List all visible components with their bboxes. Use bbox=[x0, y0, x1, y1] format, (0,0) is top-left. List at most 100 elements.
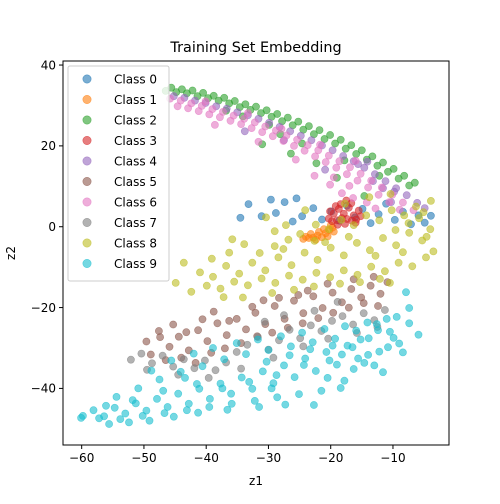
data-point bbox=[179, 258, 188, 267]
y-tick-label: −40 bbox=[31, 382, 56, 396]
data-point bbox=[158, 351, 167, 360]
data-point bbox=[182, 406, 191, 415]
legend-item-class-1: Class 1 bbox=[82, 93, 157, 107]
data-point bbox=[243, 340, 252, 349]
y-tick-label: 20 bbox=[41, 139, 56, 153]
data-point bbox=[398, 348, 407, 357]
data-point bbox=[349, 365, 358, 373]
data-point bbox=[312, 159, 321, 168]
data-point bbox=[339, 152, 348, 160]
data-point bbox=[223, 405, 232, 414]
data-point bbox=[281, 221, 290, 229]
data-point bbox=[419, 208, 428, 217]
data-point bbox=[356, 335, 365, 344]
data-point bbox=[339, 251, 348, 260]
data-point bbox=[201, 97, 210, 106]
data-point bbox=[306, 321, 315, 330]
data-point bbox=[220, 344, 229, 353]
x-tick-label: −10 bbox=[380, 451, 405, 465]
data-point bbox=[370, 361, 379, 370]
data-point bbox=[312, 268, 321, 277]
data-point bbox=[169, 412, 178, 421]
data-point bbox=[336, 279, 344, 288]
data-point bbox=[280, 311, 288, 320]
data-point bbox=[128, 396, 137, 404]
data-point bbox=[159, 386, 168, 395]
data-point bbox=[292, 194, 301, 203]
data-point bbox=[204, 373, 213, 382]
series-class-7 bbox=[126, 297, 389, 382]
data-point bbox=[160, 409, 169, 417]
data-point bbox=[258, 367, 267, 376]
legend-item-class-2: Class 2 bbox=[82, 113, 157, 127]
legend-marker bbox=[82, 136, 92, 146]
data-point bbox=[347, 285, 356, 293]
data-point bbox=[375, 274, 384, 283]
data-point bbox=[232, 314, 241, 323]
data-point bbox=[328, 316, 336, 325]
legend-label: Class 6 bbox=[114, 195, 157, 209]
data-point bbox=[331, 334, 339, 343]
data-point bbox=[199, 89, 207, 97]
data-point bbox=[232, 339, 241, 347]
data-point bbox=[287, 261, 296, 269]
data-point bbox=[309, 401, 318, 409]
data-point bbox=[299, 342, 308, 351]
legend-marker bbox=[82, 74, 92, 84]
data-point bbox=[337, 350, 346, 359]
data-point bbox=[349, 194, 357, 202]
data-point bbox=[321, 238, 329, 246]
data-point bbox=[266, 195, 275, 204]
data-point bbox=[237, 373, 246, 382]
data-point bbox=[285, 271, 293, 280]
data-point bbox=[190, 364, 199, 373]
data-point bbox=[198, 362, 207, 371]
legend-box bbox=[67, 65, 170, 282]
data-point bbox=[215, 113, 224, 122]
data-point bbox=[245, 377, 254, 386]
data-point bbox=[242, 325, 250, 334]
data-point bbox=[389, 164, 398, 173]
data-point bbox=[262, 357, 271, 366]
data-point bbox=[288, 217, 297, 226]
data-point bbox=[341, 199, 349, 208]
data-point bbox=[382, 314, 391, 323]
data-point bbox=[367, 176, 376, 185]
data-point bbox=[232, 348, 241, 356]
data-point bbox=[299, 361, 308, 369]
data-point bbox=[356, 278, 364, 286]
data-point bbox=[344, 232, 353, 241]
data-point bbox=[356, 169, 365, 178]
data-point bbox=[349, 320, 357, 329]
data-point bbox=[196, 268, 204, 277]
data-point bbox=[379, 368, 387, 377]
data-point bbox=[213, 319, 222, 328]
data-point bbox=[366, 219, 375, 227]
data-point bbox=[95, 414, 103, 423]
data-point bbox=[317, 386, 326, 395]
data-point bbox=[225, 248, 234, 257]
data-point bbox=[408, 262, 417, 271]
data-point bbox=[354, 354, 362, 363]
data-point bbox=[392, 312, 401, 321]
data-point bbox=[306, 230, 315, 238]
data-point bbox=[380, 306, 389, 314]
plot-frame bbox=[62, 60, 450, 446]
data-point bbox=[325, 356, 334, 365]
data-point bbox=[321, 158, 330, 166]
data-point bbox=[318, 304, 327, 312]
data-point bbox=[264, 346, 273, 354]
data-point bbox=[210, 121, 219, 129]
data-point bbox=[188, 86, 197, 95]
data-point bbox=[262, 213, 270, 222]
data-point bbox=[405, 228, 414, 237]
legend: Class 0 Class 1 Class 2 Class 3 Class 4 Class… bbox=[67, 65, 170, 282]
data-point bbox=[173, 102, 182, 111]
data-point bbox=[328, 288, 337, 297]
data-point bbox=[250, 396, 259, 405]
data-point bbox=[225, 316, 234, 325]
data-point bbox=[286, 149, 295, 158]
data-point bbox=[313, 255, 322, 264]
data-point bbox=[422, 253, 430, 262]
data-point bbox=[301, 354, 310, 363]
